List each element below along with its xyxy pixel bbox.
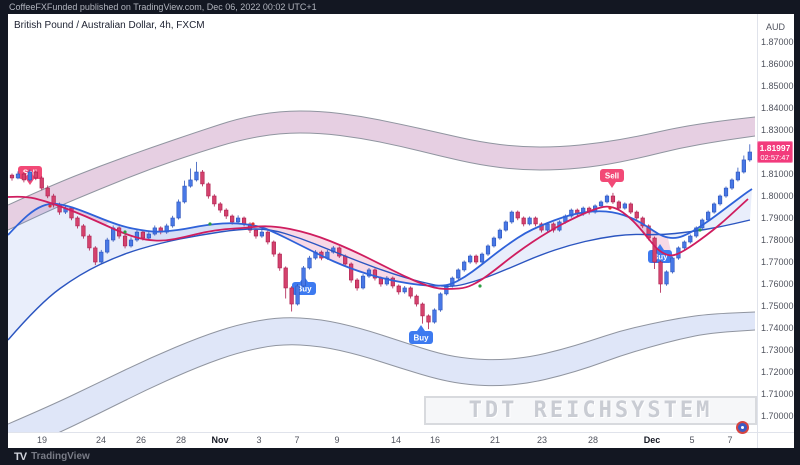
y-axis-tick: 1.83000	[761, 125, 794, 135]
y-axis-tick: 1.87000	[761, 37, 794, 47]
y-axis-tick: 1.76000	[761, 279, 794, 289]
y-axis-tick: 1.81000	[761, 169, 794, 179]
x-axis-tick: 16	[429, 435, 441, 445]
x-axis-tick: 28	[587, 435, 599, 445]
tradingview-logo-text: TradingView	[31, 451, 90, 462]
current-price-label: 1.81997 02:57:47	[757, 141, 793, 163]
x-axis-tick: 9	[334, 435, 340, 445]
y-axis-tick: 1.84000	[761, 103, 794, 113]
sell-signal-label: Sell	[600, 169, 624, 188]
frame-right-strip	[794, 0, 800, 465]
attribution-bar: CoffeeFXFunded published on TradingView.…	[0, 0, 800, 14]
footer-bar: TV TradingView	[0, 448, 800, 465]
svg-text:Buy: Buy	[413, 334, 429, 343]
y-axis-tick: 1.72000	[761, 367, 794, 377]
watermark-text: TDT REICHSYSTEM	[468, 398, 713, 423]
time-axis-separator	[8, 432, 794, 433]
tradingview-logo-icon: TV	[14, 450, 27, 463]
y-axis-tick: 1.73000	[761, 345, 794, 355]
y-axis-tick: 1.70000	[761, 411, 794, 421]
buy-signal-label: Buy	[409, 325, 433, 344]
bar-countdown: 02:57:47	[760, 152, 790, 162]
cross-dots	[48, 204, 702, 288]
frame-left-strip	[0, 0, 8, 465]
y-axis-tick: 1.86000	[761, 59, 794, 69]
moving-averages	[8, 188, 753, 341]
svg-text:Sell: Sell	[605, 172, 619, 181]
slow-ma-line	[8, 219, 751, 341]
outer-bands	[8, 110, 756, 432]
svg-text:Buy: Buy	[652, 253, 668, 262]
x-axis-tick: 19	[36, 435, 48, 445]
y-axis-tick: 1.80000	[761, 191, 794, 201]
x-axis-tick: 7	[727, 435, 733, 445]
x-axis-tick: 24	[95, 435, 107, 445]
attribution-text: CoffeeFXFunded published on TradingView.…	[9, 2, 317, 12]
price-axis-separator	[757, 14, 758, 448]
economic-event-icon[interactable]	[736, 421, 749, 434]
x-axis-tick: 28	[175, 435, 187, 445]
y-axis-tick: 1.74000	[761, 323, 794, 333]
x-axis-tick: Dec	[643, 435, 661, 445]
y-axis-tick: 1.85000	[761, 81, 794, 91]
red-ma-line	[8, 195, 749, 290]
x-axis-tick: 26	[135, 435, 147, 445]
watermark-box: TDT REICHSYSTEM	[424, 396, 757, 425]
x-axis-tick: 3	[256, 435, 262, 445]
x-axis-tick: 5	[689, 435, 695, 445]
x-axis-tick: Nov	[211, 435, 229, 445]
svg-text:Buy: Buy	[296, 285, 312, 294]
tradingview-logo[interactable]: TV TradingView	[0, 451, 90, 463]
x-axis-tick: 23	[536, 435, 548, 445]
symbol-title: British Pound / Australian Dollar, 4h, F…	[14, 20, 205, 31]
plot-area[interactable]: SellBuyBuySellBuy	[8, 110, 756, 455]
blue-ma-line	[8, 188, 753, 287]
x-axis-tick: 7	[294, 435, 300, 445]
y-axis-tick: 1.75000	[761, 301, 794, 311]
y-axis-tick: 1.78000	[761, 235, 794, 245]
currency-label: AUD	[766, 22, 786, 32]
current-price-value: 1.81997	[759, 142, 791, 153]
y-axis-tick: 1.71000	[761, 389, 794, 399]
y-axis-tick: 1.77000	[761, 257, 794, 267]
x-axis-tick: 14	[390, 435, 402, 445]
x-axis-tick: 21	[489, 435, 501, 445]
y-axis-tick: 1.79000	[761, 213, 794, 223]
